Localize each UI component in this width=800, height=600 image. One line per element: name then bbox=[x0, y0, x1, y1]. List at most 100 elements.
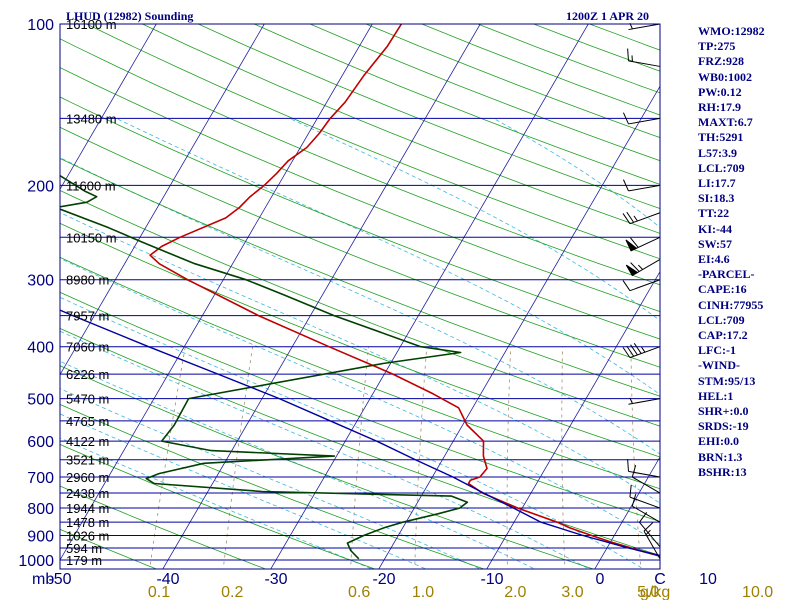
pressure-tick-label: 400 bbox=[27, 340, 54, 357]
pressure-tick-label: 700 bbox=[27, 470, 54, 487]
isotherm bbox=[0, 12, 55, 571]
wind-barb bbox=[622, 211, 661, 225]
wind-barb-pennant bbox=[625, 264, 639, 277]
mixing-ratio-label: 2.0 bbox=[504, 584, 526, 600]
temperature-line bbox=[149, 24, 660, 557]
index-item: LCL:709 bbox=[698, 312, 745, 327]
dry-adiabat bbox=[60, 327, 660, 556]
height-label: 1478 m bbox=[66, 515, 109, 530]
index-item: KI:-44 bbox=[698, 221, 732, 236]
isotherm bbox=[378, 85, 660, 569]
sounding-title: LHUD (12982) Sounding bbox=[66, 9, 194, 23]
mixing-ratio-label: 0.1 bbox=[148, 584, 170, 600]
pressure-tick-label: 900 bbox=[27, 528, 54, 545]
dry-adiabat bbox=[60, 189, 660, 427]
index-item: RH:17.9 bbox=[698, 100, 741, 115]
height-label: 1944 m bbox=[66, 501, 109, 516]
height-label: 7957 m bbox=[66, 309, 109, 324]
dry-adiabat bbox=[60, 222, 660, 458]
wind-barb bbox=[628, 397, 661, 405]
wind-barb bbox=[631, 494, 661, 523]
wind-barb bbox=[627, 48, 661, 67]
pressure-tick-label: 300 bbox=[27, 273, 54, 290]
wind-barb-flag bbox=[631, 465, 637, 478]
index-item: WB0:1002 bbox=[698, 69, 752, 84]
dry-adiabat bbox=[60, 38, 660, 286]
index-item: -PARCEL- bbox=[698, 267, 755, 282]
dry-adiabat bbox=[60, 403, 486, 569]
mixing-ratio-line bbox=[561, 346, 566, 569]
mixing-ratio-label: 10.0 bbox=[742, 584, 773, 600]
pressure-tick-label: 1000 bbox=[18, 553, 54, 570]
wind-barb-flag bbox=[633, 343, 642, 354]
dry-adiabat bbox=[60, 528, 158, 569]
wind-barb-flag bbox=[626, 345, 635, 357]
wind-barbs bbox=[622, 23, 661, 560]
wind-barb-flag bbox=[622, 347, 631, 358]
wind-barb-staff bbox=[628, 398, 661, 405]
index-item: -WIND- bbox=[698, 358, 740, 373]
index-item: TP:275 bbox=[698, 39, 736, 54]
height-label: 4122 m bbox=[66, 434, 109, 449]
index-item: STM:95/13 bbox=[698, 373, 756, 388]
mixing-ratio-label: 0.6 bbox=[348, 584, 370, 600]
index-item: SRDS:-19 bbox=[698, 419, 749, 434]
index-item: MAXT:6.7 bbox=[698, 115, 753, 130]
height-label: 2438 m bbox=[66, 486, 109, 501]
height-label: 1026 m bbox=[66, 528, 109, 543]
dry-adiabat bbox=[60, 256, 660, 490]
wind-barb-staff bbox=[629, 212, 661, 225]
wind-barb-staff bbox=[628, 184, 661, 192]
wind-barb-half-flag bbox=[629, 397, 633, 404]
wind-barb-flag bbox=[627, 459, 629, 472]
wind-barb-staff bbox=[639, 521, 661, 548]
wind-barb bbox=[627, 459, 661, 478]
wind-barb-flag bbox=[622, 112, 629, 125]
wind-barb bbox=[622, 179, 661, 192]
index-item: SW:57 bbox=[698, 236, 733, 251]
wind-barb bbox=[622, 343, 661, 359]
index-item: CAPE:16 bbox=[698, 282, 747, 297]
height-label: 6226 m bbox=[66, 367, 109, 382]
index-item: BSHR:13 bbox=[698, 464, 747, 479]
height-label: 2960 m bbox=[66, 470, 109, 485]
wind-barb-staff bbox=[629, 496, 661, 509]
pressure-tick-label: 200 bbox=[27, 178, 54, 195]
isotherm bbox=[60, 24, 373, 561]
index-item: FRZ:928 bbox=[698, 54, 744, 69]
isotherms bbox=[0, 12, 660, 571]
wind-barb-flag bbox=[627, 48, 629, 61]
wind-barb-half-flag bbox=[638, 264, 644, 270]
wind-barb-flag bbox=[630, 344, 638, 356]
index-item: CAP:17.2 bbox=[698, 328, 748, 343]
isotherm bbox=[486, 270, 660, 569]
index-item: HEL:1 bbox=[698, 388, 734, 403]
index-item: EHI:0.0 bbox=[698, 434, 740, 449]
index-item: TH:5291 bbox=[698, 130, 744, 145]
dry-adiabat bbox=[60, 485, 267, 569]
wind-barb bbox=[625, 236, 661, 252]
dry-adiabat bbox=[86, 24, 660, 260]
height-label: 594 m bbox=[66, 541, 102, 556]
height-label: 7060 m bbox=[66, 340, 109, 355]
index-item: TT:22 bbox=[698, 206, 730, 221]
isotherm bbox=[60, 24, 157, 191]
height-label: 3521 m bbox=[66, 453, 109, 468]
height-label: 10150 m bbox=[66, 230, 117, 245]
mixing-ratio-line bbox=[222, 346, 253, 569]
temperature-tick-label: -30 bbox=[264, 571, 287, 588]
sounding-time: 1200Z 1 APR 20 bbox=[566, 9, 650, 23]
index-item: LFC:-1 bbox=[698, 343, 736, 358]
dry-adiabat bbox=[60, 96, 660, 340]
isotherm bbox=[162, 24, 481, 569]
dry-adiabat bbox=[60, 443, 376, 569]
wind-barb-staff bbox=[628, 60, 661, 67]
index-item: BRN:1.3 bbox=[698, 449, 743, 464]
isotherm bbox=[270, 24, 589, 569]
stability-indices-panel: WMO:12982 TP:275 FRZ:928 WB0:1002 PW:0.12 RH:… bbox=[698, 24, 800, 480]
mixing-ratio-label: 3.0 bbox=[561, 584, 583, 600]
mixing-ratio-unit: g/kg bbox=[640, 584, 670, 600]
index-item: WMO:12982 bbox=[698, 24, 765, 38]
temperature-tick-label: -20 bbox=[372, 571, 395, 588]
